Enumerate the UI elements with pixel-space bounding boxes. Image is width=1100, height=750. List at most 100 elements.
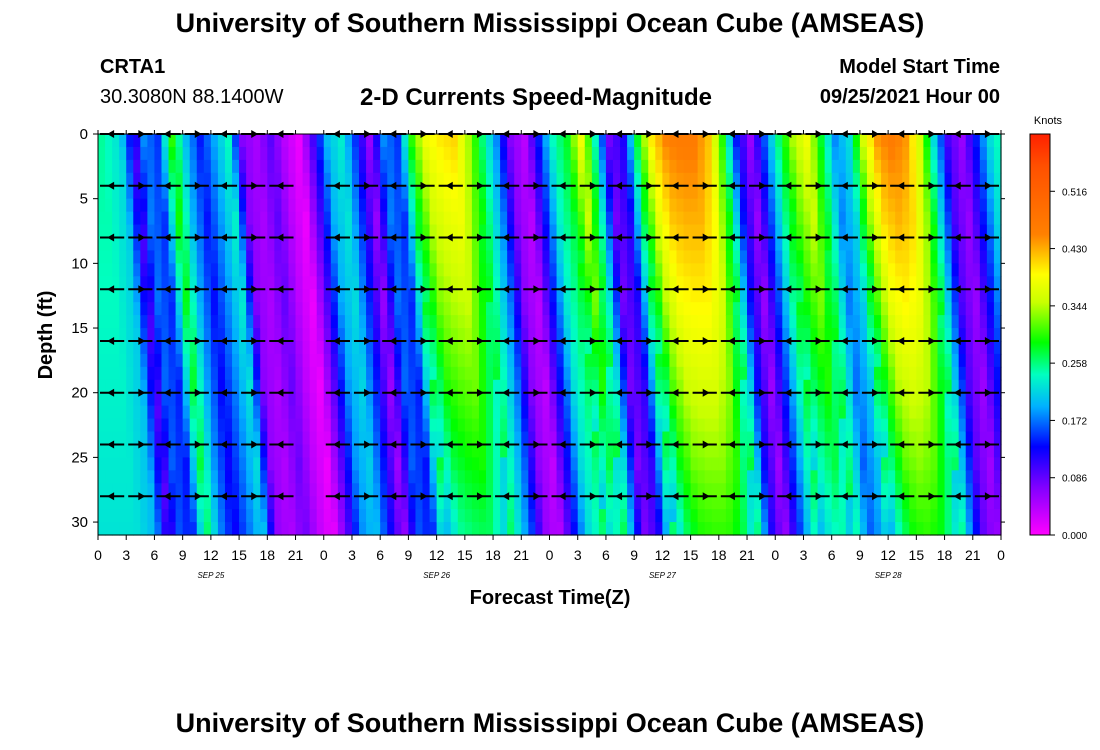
heatmap-cell xyxy=(295,172,304,187)
heatmap-cell xyxy=(747,470,755,484)
heatmap-cell xyxy=(704,444,713,458)
heatmap-cell xyxy=(514,250,522,264)
heatmap-cell xyxy=(711,237,720,252)
current-vector-head xyxy=(671,440,679,449)
heatmap-cell xyxy=(161,483,170,497)
heatmap-cell xyxy=(217,237,226,252)
heatmap-cell xyxy=(690,211,699,226)
heatmap-cell xyxy=(196,392,205,407)
heatmap-cell xyxy=(570,172,579,187)
heatmap-cell xyxy=(493,379,501,394)
heatmap-cell xyxy=(662,522,671,536)
heatmap-cell xyxy=(281,328,290,342)
heatmap-cell xyxy=(408,276,417,290)
heatmap-cell xyxy=(359,224,367,239)
heatmap-cell xyxy=(697,340,706,355)
heatmap-cell xyxy=(747,418,755,433)
heatmap-cell xyxy=(697,457,706,471)
current-vector-head xyxy=(671,388,679,397)
heatmap-cell xyxy=(718,198,727,213)
heatmap-cell xyxy=(697,134,706,148)
heatmap-cell xyxy=(514,211,522,226)
heatmap-cell xyxy=(754,211,762,226)
heatmap-cell xyxy=(817,496,826,510)
heatmap-cell xyxy=(196,470,205,484)
heatmap-cell xyxy=(217,366,226,381)
heatmap-cell xyxy=(895,405,903,420)
x-tick-label: 21 xyxy=(739,547,755,563)
heatmap-cell xyxy=(140,483,148,497)
heatmap-cell xyxy=(789,172,798,187)
heatmap-cell xyxy=(620,315,628,329)
heatmap-cell xyxy=(930,134,939,148)
heatmap-cell xyxy=(768,237,776,252)
heatmap-cell xyxy=(732,134,741,148)
heatmap-cell xyxy=(330,146,339,161)
heatmap-cell xyxy=(605,392,614,407)
heatmap-cell xyxy=(874,159,882,174)
heatmap-cell xyxy=(958,224,967,239)
heatmap-cell xyxy=(422,405,431,420)
current-vector-head xyxy=(702,285,710,294)
heatmap-cell xyxy=(789,289,798,303)
heatmap-cell xyxy=(168,328,177,342)
heatmap-cell xyxy=(140,146,148,161)
heatmap-cell xyxy=(457,211,466,226)
heatmap-cell xyxy=(902,211,910,226)
heatmap-cell xyxy=(542,522,551,536)
heatmap-cell xyxy=(521,276,529,290)
heatmap-cell xyxy=(500,405,508,420)
heatmap-cell xyxy=(380,470,388,484)
heatmap-cell xyxy=(98,366,106,381)
heatmap-cell xyxy=(408,431,417,446)
heatmap-cell xyxy=(803,379,812,394)
heatmap-cell xyxy=(507,405,515,420)
heatmap-cell xyxy=(944,431,953,446)
current-vector-head xyxy=(389,233,397,242)
header-title: University of Southern Mississippi Ocean… xyxy=(175,8,925,38)
heatmap-cell xyxy=(175,263,184,277)
heatmap-cell xyxy=(351,392,360,407)
heatmap-cell xyxy=(747,431,755,446)
heatmap-cell xyxy=(450,431,459,446)
heatmap-cell xyxy=(584,250,593,264)
heatmap-cell xyxy=(845,159,854,174)
heatmap-cell xyxy=(591,185,600,200)
heatmap-cell xyxy=(344,224,353,239)
heatmap-cell xyxy=(951,405,960,420)
heatmap-cell xyxy=(993,224,1002,239)
heatmap-cell xyxy=(620,159,628,174)
heatmap-cell xyxy=(408,302,417,316)
heatmap-cell xyxy=(126,134,134,148)
heatmap-cell xyxy=(478,289,487,303)
heatmap-cell xyxy=(775,522,783,536)
heatmap-cell xyxy=(958,496,967,510)
current-vector-head xyxy=(815,440,823,449)
heatmap-cell xyxy=(549,418,558,433)
heatmap-cell xyxy=(98,496,106,510)
heatmap-cell xyxy=(874,172,882,187)
heatmap-cell xyxy=(556,353,565,368)
heatmap-cell xyxy=(676,289,685,303)
heatmap-cell xyxy=(754,263,762,277)
heatmap-cell xyxy=(718,302,727,316)
heatmap-cell xyxy=(486,289,494,303)
heatmap-cell xyxy=(126,185,134,200)
heatmap-cell xyxy=(874,366,882,381)
heatmap-cell xyxy=(888,134,896,148)
heatmap-cell xyxy=(888,224,896,239)
heatmap-cell xyxy=(295,418,304,433)
heatmap-cell xyxy=(337,431,346,446)
heatmap-cell xyxy=(436,418,445,433)
heatmap-cell xyxy=(909,392,917,407)
heatmap-cell xyxy=(436,302,445,316)
heatmap-cell xyxy=(535,224,544,239)
heatmap-cell xyxy=(351,522,360,536)
heatmap-cell xyxy=(260,418,268,433)
heatmap-cell xyxy=(598,146,607,161)
heatmap-cell xyxy=(422,418,431,433)
heatmap-cell xyxy=(189,457,198,471)
heatmap-cell xyxy=(789,444,798,458)
heatmap-cell xyxy=(754,224,762,239)
heatmap-cell xyxy=(415,483,424,497)
